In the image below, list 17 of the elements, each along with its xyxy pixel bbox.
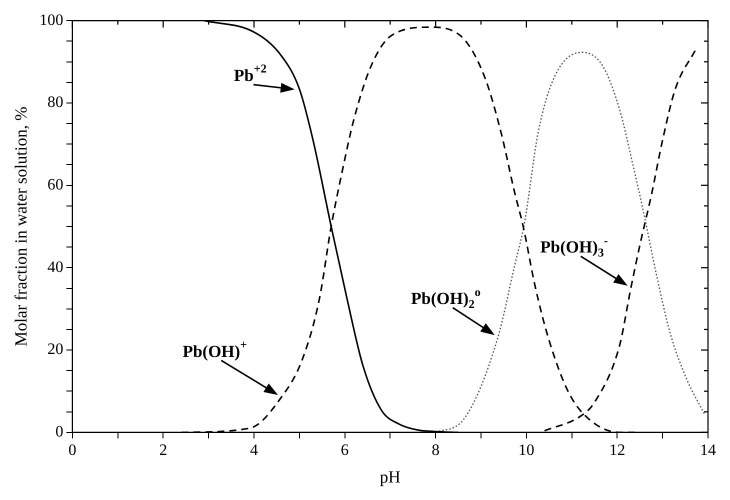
- y-tick-label: 100: [39, 12, 64, 29]
- y-tick-label: 80: [47, 94, 64, 112]
- y-tick-label: 40: [47, 258, 64, 276]
- y-tick-label: 0: [55, 424, 64, 441]
- y-tick-label: 20: [47, 341, 64, 358]
- y-axis-title: Molar fraction in water solution, %: [12, 106, 31, 346]
- x-axis-title: pH: [380, 467, 401, 486]
- y-tick-label: 60: [47, 176, 64, 194]
- x-tick-label: 2: [159, 442, 168, 460]
- annotation: Pb(OH)+: [182, 337, 248, 361]
- x-tick-label: 0: [68, 442, 76, 460]
- x-tick-label: 4: [250, 442, 258, 460]
- x-tick-label: 6: [340, 442, 349, 460]
- x-tick-label: 14: [700, 442, 716, 460]
- x-tick-label: 8: [432, 442, 440, 460]
- x-tick-label: 12: [609, 442, 626, 460]
- x-tick-label: 10: [518, 442, 534, 460]
